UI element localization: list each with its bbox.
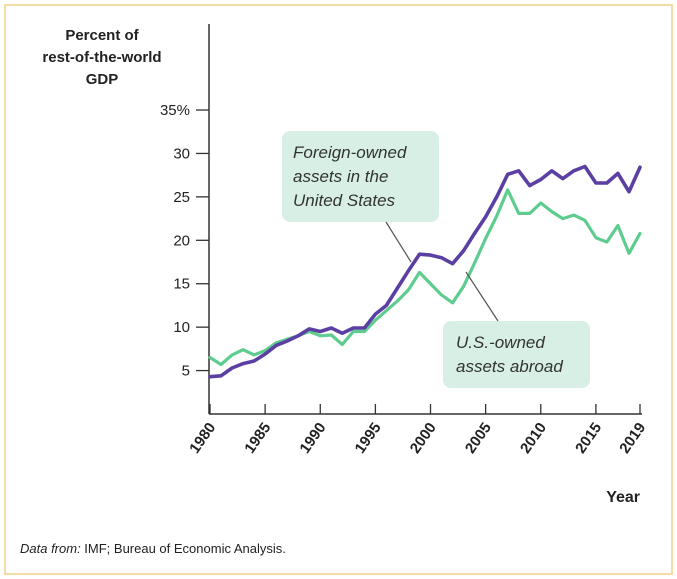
callout-us-line-2: assets abroad [456,357,563,376]
source-note: Data from: IMF; Bureau of Economic Analy… [20,541,286,556]
callout-foreign-leader [385,221,412,263]
y-tick-label: 10 [173,319,190,336]
x-tick-label: 1995 [352,420,385,457]
x-tick-label: 2015 [572,420,605,457]
source-prefix: Data from: [20,541,81,556]
y-axis-title-line-3: GDP [86,71,119,88]
x-axis-title: Year [606,489,640,506]
y-tick-label: 35% [160,102,190,119]
callout-foreign-box [282,131,439,222]
x-tick-label: 1990 [296,420,329,457]
callout-foreign-line-2: assets in the [293,167,388,186]
callout-foreign-line-1: Foreign-owned [293,143,407,162]
y-axis-title-line-2: rest-of-the-world [42,49,161,66]
y-tick-label: 25 [173,189,190,206]
y-tick-label: 15 [173,276,190,293]
callout-us-leader [465,271,499,322]
x-tick-label: 2019 [616,420,649,457]
callout-us-line-1: U.S.-owned [456,333,545,352]
callout-foreign-line-3: United States [293,191,396,210]
x-tick-label: 2005 [462,420,495,457]
source-text: IMF; Bureau of Economic Analysis. [81,541,286,556]
series-line-foreign-owned [208,164,642,379]
y-tick-label: 30 [173,145,190,162]
x-tick-label: 2000 [407,420,440,457]
x-tick-label: 1985 [241,420,274,457]
callout-us-box [443,321,590,388]
chart-frame [4,4,673,575]
x-tick-label: 2010 [517,420,550,457]
y-tick-label: 5 [182,363,190,380]
x-tick-label: 1980 [186,420,219,457]
y-axis-title-line-1: Percent of [65,27,139,44]
series-line-us-owned [208,188,642,367]
callout-foreign: Foreign-owned assets in the United State… [282,131,439,263]
callout-us: U.S.-owned assets abroad [443,271,590,388]
y-tick-label: 20 [173,232,190,249]
